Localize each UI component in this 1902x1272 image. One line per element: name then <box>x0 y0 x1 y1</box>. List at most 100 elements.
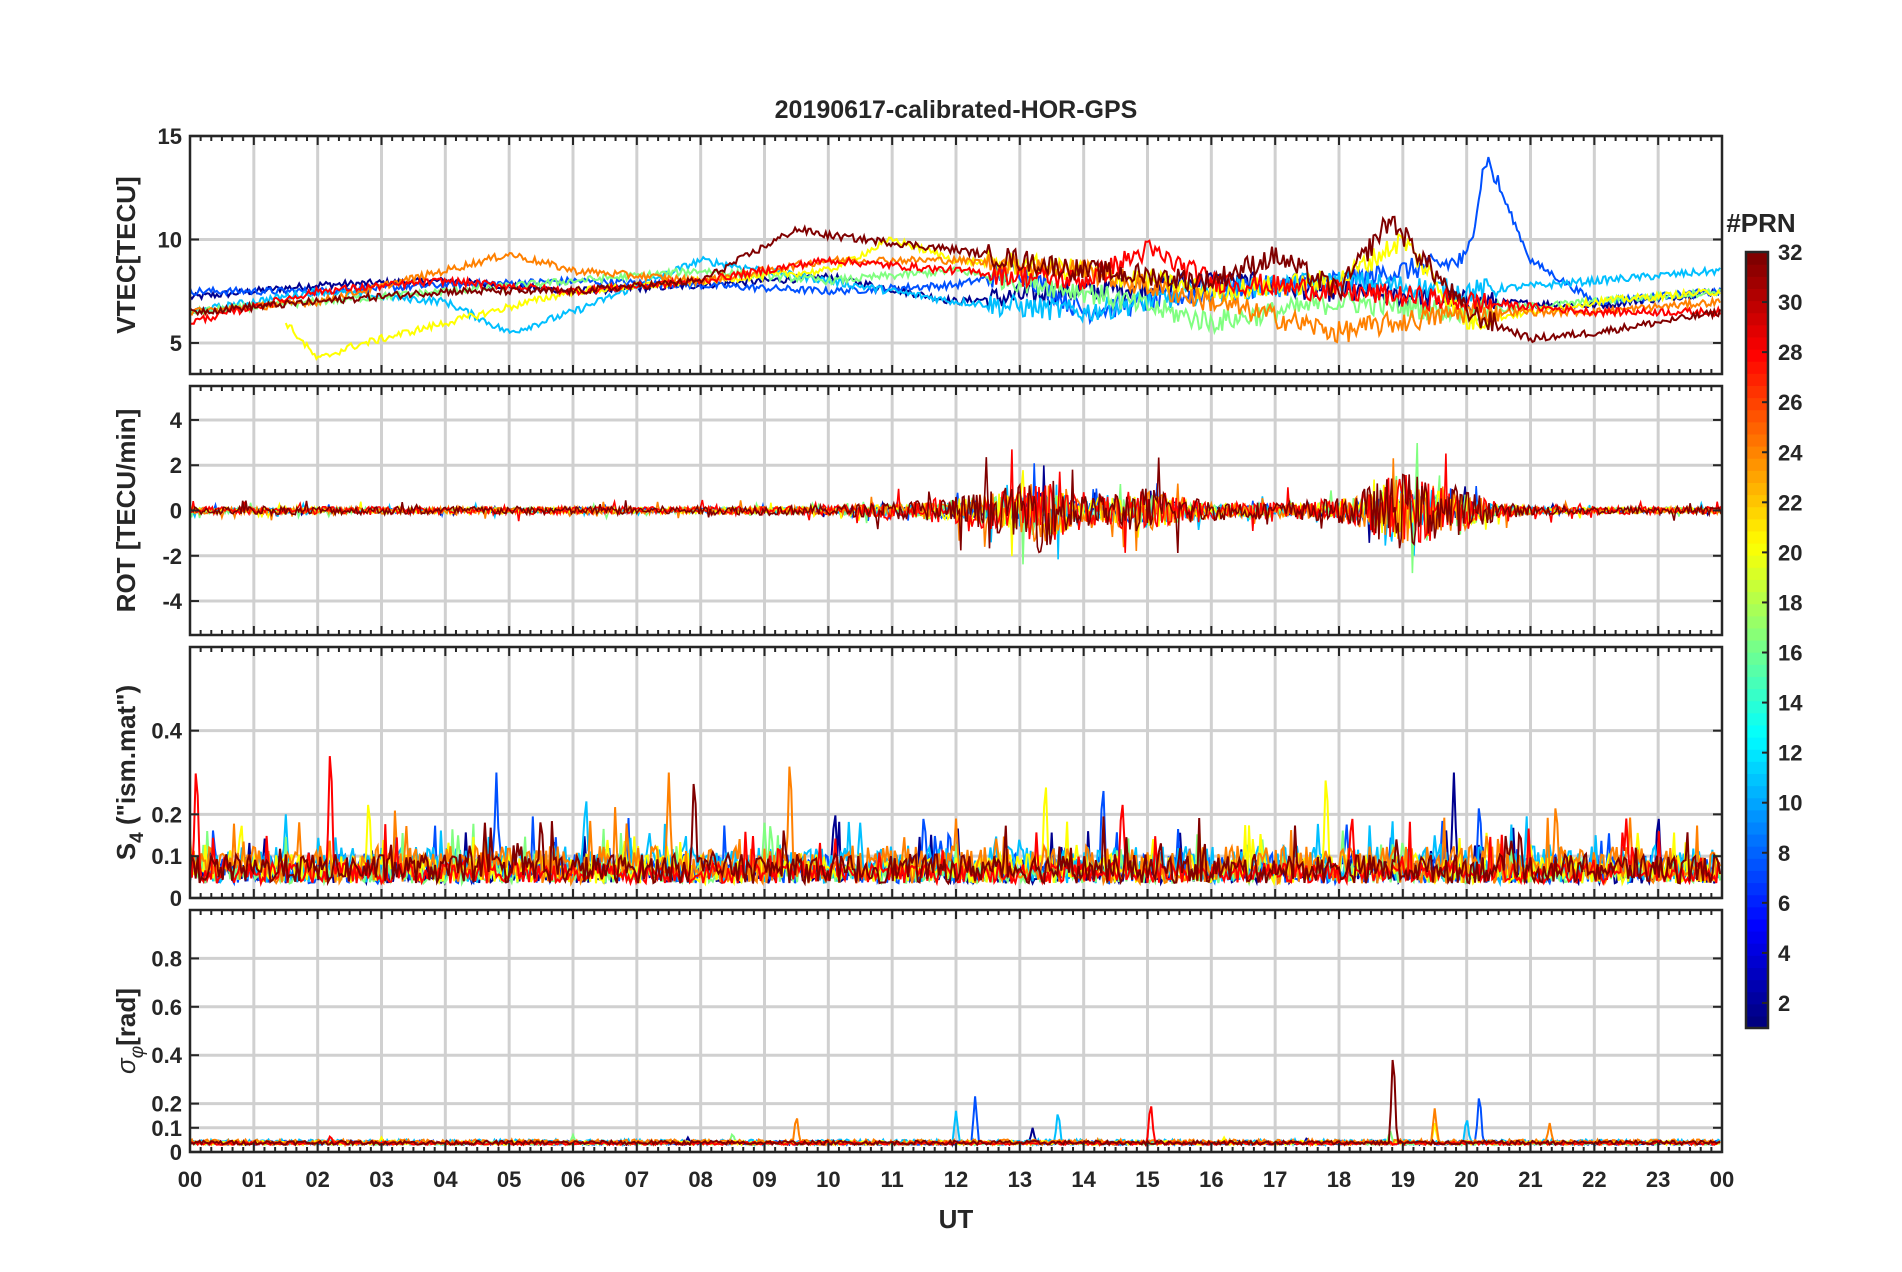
s4-series-line <box>190 756 1721 888</box>
y-tick-label: 0.1 <box>151 844 182 869</box>
x-tick-label: 02 <box>305 1167 329 1192</box>
colorbar-swatch <box>1746 397 1768 411</box>
x-tick-label: 08 <box>688 1167 712 1192</box>
colorbar-frame <box>1744 250 1770 1030</box>
colorbar-swatch <box>1746 615 1768 629</box>
x-tick-label: 12 <box>944 1167 968 1192</box>
x-tick-label: 20 <box>1454 1167 1478 1192</box>
colorbar-swatch <box>1746 712 1768 726</box>
colorbar-swatch <box>1746 567 1768 580</box>
x-tick-label: 04 <box>433 1167 458 1192</box>
x-tick-label: 19 <box>1391 1167 1415 1192</box>
y-tick-label: 2 <box>170 453 182 478</box>
colorbar-swatch <box>1746 809 1768 823</box>
y-axis-label-sigma_phi: σφ[rad] <box>111 988 148 1074</box>
panel-rot: -4 -2 0 2 4 ROT [TECU/min] <box>111 384 1724 637</box>
colorbar-tick-label: 8 <box>1778 841 1790 866</box>
colorbar-swatch <box>1746 737 1768 750</box>
y-axis-label-rot: ROT [TECU/min] <box>111 409 141 613</box>
y-tick-label: 4 <box>170 408 183 433</box>
colorbar-swatch <box>1746 312 1768 326</box>
colorbar-title: #PRN <box>1726 208 1795 238</box>
colorbar-tick-label: 6 <box>1778 891 1790 916</box>
colorbar-swatch <box>1746 530 1768 544</box>
x-tick-label: 17 <box>1263 1167 1287 1192</box>
colorbar-swatch <box>1746 591 1768 605</box>
colorbar-tick-label: 22 <box>1778 490 1802 515</box>
colorbar-tick-label: 2 <box>1778 991 1790 1016</box>
colorbar-swatch <box>1746 773 1768 787</box>
colorbar-swatch <box>1746 433 1768 447</box>
colorbar-swatch <box>1746 846 1768 859</box>
colorbar-tick-label: 32 <box>1778 240 1802 265</box>
x-tick-label: 23 <box>1646 1167 1670 1192</box>
s4-series-line <box>190 822 1722 887</box>
colorbar-swatch <box>1746 785 1768 799</box>
colorbar-swatch <box>1746 470 1768 483</box>
colorbar-swatch <box>1746 931 1768 944</box>
series-layer-rot <box>190 442 1722 574</box>
x-tick-label: 01 <box>242 1167 266 1192</box>
colorbar-swatch <box>1746 797 1768 811</box>
colorbar-swatch <box>1746 761 1768 774</box>
colorbar-swatch <box>1746 494 1768 508</box>
x-ticks-vtec <box>189 136 1723 374</box>
colorbar-swatch <box>1746 967 1768 981</box>
vtec-series-line <box>190 215 1722 344</box>
x-axis-label: UT <box>939 1204 974 1234</box>
colorbar-swatch <box>1746 555 1768 568</box>
rot-series-line <box>190 449 1722 553</box>
x-tick-label: 11 <box>881 1167 904 1192</box>
colorbar-swatch <box>1746 482 1768 496</box>
colorbar-swatch <box>1746 991 1768 1005</box>
x-tick-labels: 00 01 02 03 04 05 06 07 08 09 10 11 12 13 14 15 16 17 18 19… <box>178 1167 1734 1192</box>
colorbar-swatch <box>1746 688 1768 702</box>
colorbar-swatch <box>1746 421 1768 435</box>
colorbar-tick-label: 16 <box>1778 641 1802 666</box>
y-tick-label: 0.1 <box>151 1116 182 1141</box>
colorbar-swatch <box>1746 361 1768 374</box>
colorbar-tick-label: 24 <box>1778 440 1803 465</box>
x-tick-label: 07 <box>625 1167 649 1192</box>
y-tick-label: -2 <box>162 544 182 569</box>
colorbar-swatch <box>1746 640 1768 653</box>
colorbar-swatch <box>1746 349 1768 362</box>
colorbar-swatch <box>1746 252 1768 265</box>
colorbar-swatch <box>1746 870 1768 884</box>
x-tick-label: 13 <box>1008 1167 1032 1192</box>
x-ticks-s4 <box>189 647 1723 898</box>
colorbar-tick-label: 28 <box>1778 340 1802 365</box>
y-tick-label: 0.2 <box>151 1092 182 1117</box>
y-tick-label: 0.4 <box>151 1043 182 1068</box>
x-ticks-rot <box>189 386 1723 635</box>
x-ticks-sigma_phi <box>189 910 1723 1152</box>
colorbar-swatch <box>1746 579 1768 593</box>
y-tick-label: 0 <box>170 1140 182 1165</box>
chart-title: 20190617-calibrated-HOR-GPS <box>775 96 1138 124</box>
colorbar-tick-label: 30 <box>1778 290 1802 315</box>
colorbar-swatch <box>1746 894 1768 908</box>
colorbar-swatch <box>1746 943 1768 956</box>
colorbar-tick-label: 12 <box>1778 741 1802 766</box>
colorbar-swatch <box>1746 300 1768 314</box>
colorbar-swatch <box>1746 518 1768 532</box>
colorbar-tick-label: 4 <box>1778 941 1791 966</box>
series-layer-s4 <box>190 756 1722 888</box>
colorbar-tick-label: 20 <box>1778 540 1802 565</box>
x-tick-label: 09 <box>752 1167 776 1192</box>
y-tick-label: 15 <box>158 124 182 149</box>
colorbar-swatch <box>1746 918 1768 932</box>
y-tick-label: 0.6 <box>151 995 182 1020</box>
colorbar-swatch <box>1746 955 1768 968</box>
s4-series-line <box>190 783 1722 887</box>
x-tick-label: 16 <box>1199 1167 1223 1192</box>
colorbar-swatch <box>1746 506 1768 520</box>
colorbar-swatch <box>1746 858 1768 871</box>
colorbar-swatch <box>1746 821 1768 835</box>
x-tick-label: 10 <box>816 1167 840 1192</box>
colorbar-swatch <box>1746 276 1768 289</box>
colorbar-swatch <box>1746 652 1768 665</box>
x-tick-label: 15 <box>1135 1167 1159 1192</box>
